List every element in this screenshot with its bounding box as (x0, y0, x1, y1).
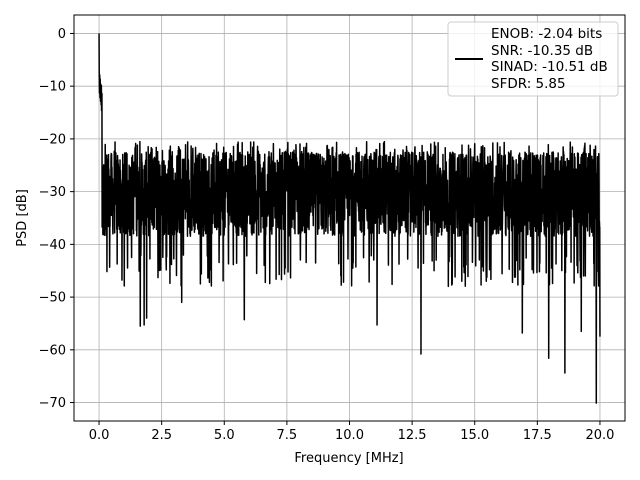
legend-entry-enob: ENOB: -2.04 bits (491, 26, 602, 42)
legend-box (447, 21, 619, 97)
x-tick-label: 0.0 (89, 428, 110, 443)
y-tick-label: −40 (39, 238, 66, 253)
y-tick-label: 0 (58, 27, 66, 42)
x-tick-label: 2.5 (151, 428, 172, 443)
x-axis-label: Frequency [MHz] (294, 451, 403, 466)
y-tick-label: −20 (39, 132, 66, 147)
y-tick-label: −10 (39, 80, 66, 95)
x-tick-label: 17.5 (523, 428, 552, 443)
x-tick-label: 10.0 (335, 428, 364, 443)
x-tick-label: 7.5 (277, 428, 298, 443)
x-tick-label: 12.5 (398, 428, 427, 443)
x-tick-label: 15.0 (460, 428, 489, 443)
plot-area (98, 33, 601, 404)
y-axis-ticks: 0 −10 −20 −30 −40 −50 −60 −70 (39, 27, 74, 411)
x-tick-label: 20.0 (585, 428, 614, 443)
legend-entry-sfdr: SFDR: 5.85 (491, 76, 566, 92)
x-tick-label: 5.0 (214, 428, 235, 443)
y-tick-label: −30 (39, 185, 66, 200)
psd-series-line (98, 33, 601, 404)
x-axis-ticks: 0.0 2.5 5.0 7.5 10.0 12.5 15.0 17.5 20.0 (89, 421, 614, 443)
y-tick-label: −70 (39, 396, 66, 411)
legend: ENOB: -2.04 bits SNR: -10.35 dB SINAD: -… (447, 21, 619, 97)
y-axis-label: PSD [dB] (15, 189, 30, 247)
legend-entry-sinad: SINAD: -10.51 dB (491, 59, 608, 75)
y-tick-label: −60 (39, 343, 66, 358)
y-tick-label: −50 (39, 291, 66, 306)
legend-entry-snr: SNR: -10.35 dB (491, 43, 593, 59)
